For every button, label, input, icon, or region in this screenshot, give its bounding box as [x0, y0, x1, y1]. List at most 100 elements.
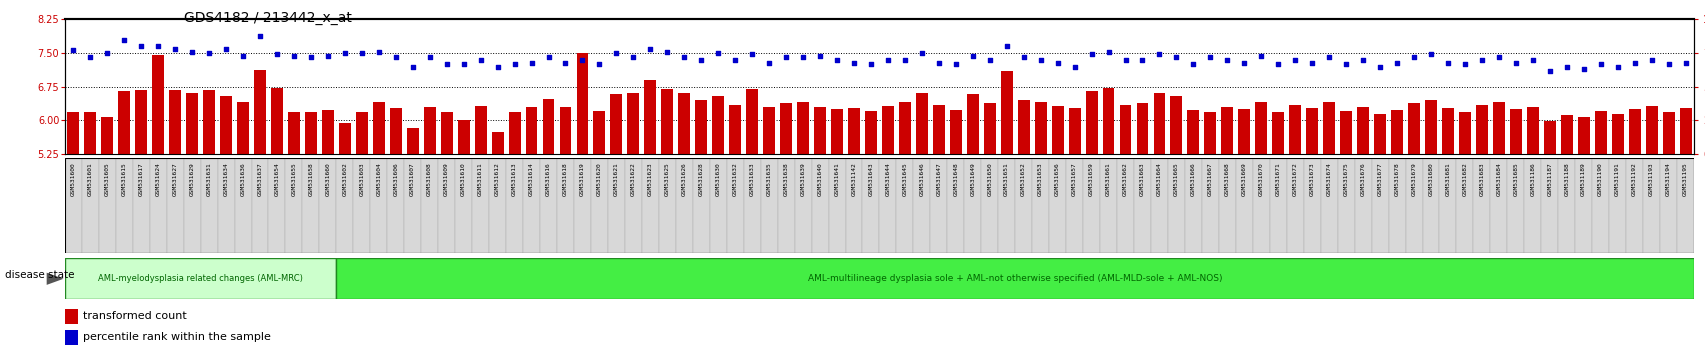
- Text: GSM531195: GSM531195: [1683, 162, 1686, 196]
- Bar: [525, 107, 537, 154]
- Bar: [1340, 112, 1352, 154]
- Bar: [1540, 158, 1557, 253]
- Point: [1180, 61, 1207, 67]
- Point: [94, 50, 121, 56]
- Text: GSM531629: GSM531629: [189, 162, 194, 196]
- Point: [653, 49, 680, 55]
- Text: GSM531681: GSM531681: [1444, 162, 1449, 196]
- Text: GSM531190: GSM531190: [1598, 162, 1603, 196]
- Bar: [1018, 100, 1030, 154]
- Bar: [1320, 158, 1337, 253]
- Point: [602, 50, 629, 56]
- Bar: [1151, 158, 1168, 253]
- Bar: [1303, 158, 1320, 253]
- Text: GSM531667: GSM531667: [1207, 162, 1212, 196]
- Point: [263, 52, 290, 57]
- Text: GSM531648: GSM531648: [953, 162, 958, 196]
- Bar: [353, 158, 370, 253]
- Bar: [356, 112, 368, 154]
- Text: GSM531603: GSM531603: [360, 162, 365, 196]
- Text: GSM531664: GSM531664: [1156, 162, 1161, 196]
- Text: GSM531611: GSM531611: [477, 162, 483, 196]
- Bar: [203, 90, 215, 154]
- Bar: [101, 117, 113, 154]
- Bar: [967, 95, 979, 154]
- Text: GSM531621: GSM531621: [614, 162, 619, 196]
- Bar: [370, 158, 387, 253]
- Bar: [1255, 102, 1267, 154]
- Bar: [1217, 158, 1234, 253]
- Point: [992, 44, 1020, 49]
- Point: [1671, 60, 1698, 65]
- Point: [1534, 68, 1562, 73]
- Point: [77, 54, 104, 60]
- Bar: [1507, 158, 1524, 253]
- Bar: [1594, 112, 1606, 154]
- Bar: [559, 107, 571, 154]
- Text: GSM531650: GSM531650: [987, 162, 992, 196]
- Bar: [980, 158, 997, 253]
- Text: GSM531647: GSM531647: [936, 162, 941, 196]
- Point: [1366, 64, 1393, 69]
- Bar: [150, 158, 167, 253]
- Bar: [336, 158, 353, 253]
- Text: GDS4182 / 213442_x_at: GDS4182 / 213442_x_at: [184, 11, 351, 25]
- Bar: [1238, 109, 1250, 154]
- Polygon shape: [46, 273, 63, 285]
- Text: GSM531604: GSM531604: [377, 162, 382, 196]
- Text: GSM531680: GSM531680: [1427, 162, 1432, 196]
- Bar: [929, 158, 946, 253]
- Point: [924, 60, 951, 65]
- Point: [1315, 54, 1342, 60]
- Text: GSM531619: GSM531619: [580, 162, 585, 196]
- Text: GSM531649: GSM531649: [970, 162, 975, 196]
- Text: GSM531655: GSM531655: [292, 162, 297, 196]
- Text: GSM531633: GSM531633: [748, 162, 754, 196]
- Point: [806, 53, 834, 59]
- Bar: [863, 158, 880, 253]
- Bar: [1473, 158, 1490, 253]
- Bar: [644, 80, 656, 154]
- Bar: [1662, 112, 1674, 154]
- Text: GSM531626: GSM531626: [682, 162, 687, 196]
- Point: [858, 61, 885, 67]
- Bar: [624, 158, 641, 253]
- Point: [484, 64, 512, 69]
- Text: GSM531601: GSM531601: [87, 162, 92, 196]
- Bar: [1170, 96, 1182, 154]
- Text: GSM531674: GSM531674: [1326, 162, 1332, 196]
- Text: GSM531194: GSM531194: [1666, 162, 1671, 196]
- Bar: [1456, 158, 1473, 253]
- Text: GSM531654: GSM531654: [275, 162, 280, 196]
- Point: [1298, 60, 1325, 65]
- Point: [501, 61, 529, 67]
- Point: [772, 54, 800, 60]
- Text: GSM531193: GSM531193: [1649, 162, 1654, 196]
- Point: [162, 46, 189, 52]
- Bar: [1490, 158, 1507, 253]
- Text: GSM531600: GSM531600: [72, 162, 75, 196]
- Bar: [1407, 103, 1419, 154]
- Text: GSM531614: GSM531614: [529, 162, 534, 196]
- Text: GSM531640: GSM531640: [817, 162, 822, 196]
- Bar: [1101, 88, 1113, 154]
- Point: [1654, 61, 1681, 67]
- Bar: [508, 112, 520, 154]
- Bar: [84, 112, 95, 154]
- Bar: [1035, 102, 1045, 154]
- Text: GSM531192: GSM531192: [1632, 162, 1637, 196]
- Bar: [864, 112, 876, 154]
- Bar: [218, 158, 234, 253]
- Bar: [590, 158, 607, 253]
- Bar: [728, 105, 740, 154]
- Point: [704, 50, 731, 56]
- Bar: [285, 158, 302, 253]
- Text: GSM531682: GSM531682: [1461, 162, 1466, 196]
- Point: [1246, 53, 1274, 59]
- Bar: [1357, 107, 1367, 154]
- Bar: [1390, 110, 1402, 154]
- Bar: [1475, 105, 1487, 154]
- Bar: [950, 110, 962, 154]
- Point: [738, 52, 766, 57]
- Bar: [1642, 158, 1659, 253]
